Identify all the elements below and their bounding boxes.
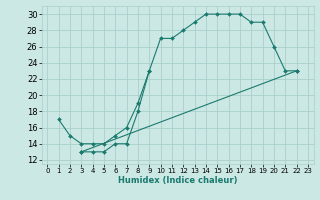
X-axis label: Humidex (Indice chaleur): Humidex (Indice chaleur) [118,176,237,185]
